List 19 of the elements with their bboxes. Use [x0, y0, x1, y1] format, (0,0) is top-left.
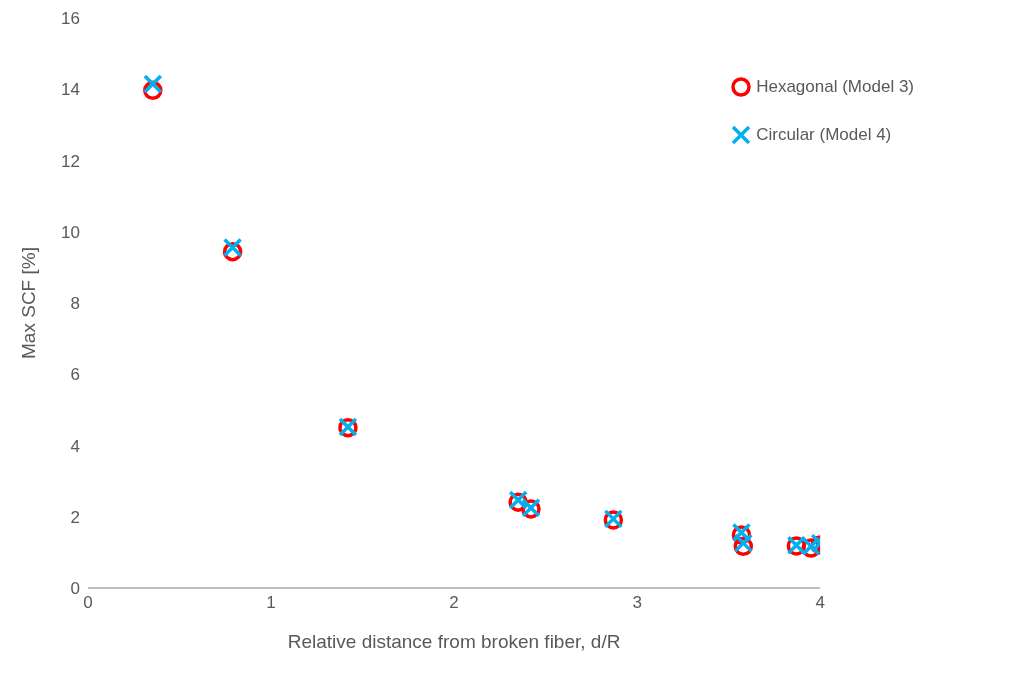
y-tick-label: 6	[70, 365, 80, 385]
y-tick-label: 0	[70, 579, 80, 599]
y-tick-label: 12	[61, 151, 80, 171]
x-tick-label: 2	[449, 593, 459, 613]
point	[143, 74, 163, 94]
legend-label: Hexagonal (Model 3)	[756, 77, 914, 97]
y-tick-label: 8	[70, 294, 80, 314]
y-axis-title: Max SCF [%]	[17, 247, 39, 359]
x-axis-title: Relative distance from broken fiber, d/R	[287, 631, 621, 652]
y-tick-label: 16	[61, 9, 80, 29]
x-tick-label: 4	[815, 593, 825, 613]
y-tick-label: 4	[70, 436, 80, 456]
x-tick-label: 0	[83, 593, 93, 613]
x-tick-label: 3	[632, 593, 642, 613]
legend-label: Circular (Model 4)	[756, 125, 892, 145]
x-tick-label: 1	[266, 593, 276, 613]
y-tick-label: 2	[70, 507, 80, 527]
y-tick-label: 14	[61, 80, 80, 100]
y-tick-label: 10	[61, 222, 80, 242]
